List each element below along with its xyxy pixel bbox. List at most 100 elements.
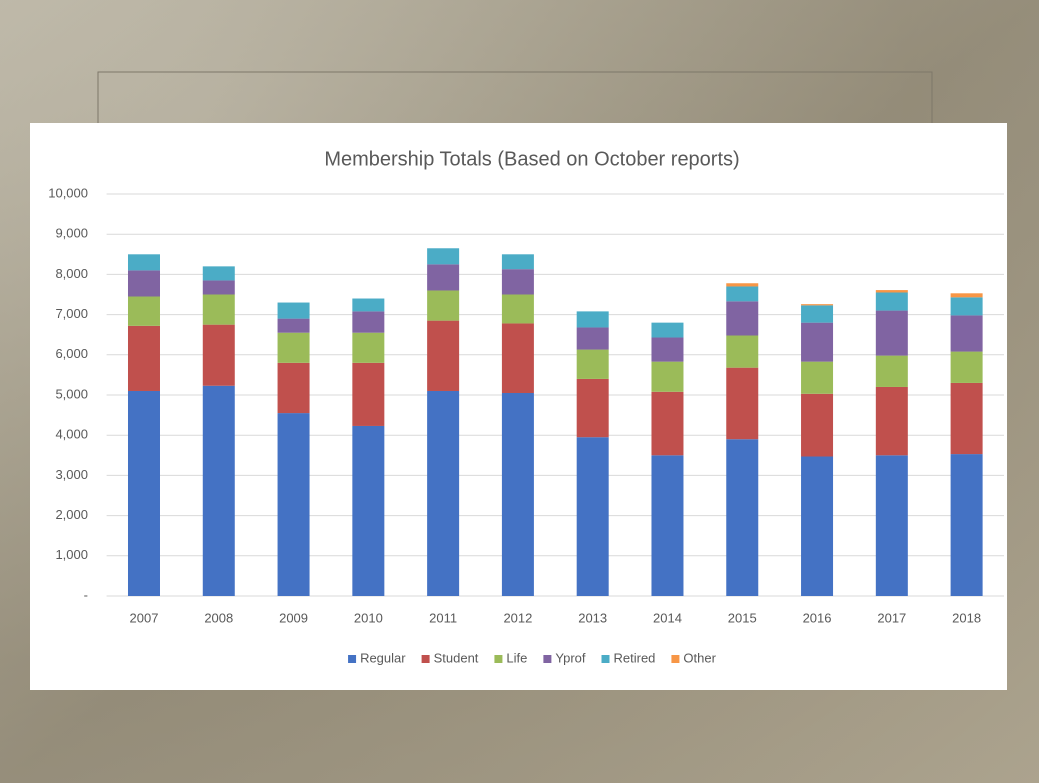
bar-segment: [801, 361, 834, 394]
bar-segment: [127, 270, 160, 297]
x-tick-label: 2007: [130, 610, 159, 625]
bar-segment: [576, 311, 609, 328]
legend-label: Yprof: [555, 650, 585, 665]
bar-segment: [875, 310, 908, 356]
bar-segment: [576, 378, 609, 438]
bar-segment: [950, 454, 983, 596]
bar-segment: [501, 269, 534, 295]
bar-segment: [501, 323, 534, 393]
bar-segment: [501, 294, 534, 324]
x-tick-label: 2011: [429, 610, 457, 625]
bar-segment: [127, 296, 160, 326]
bar-segment: [427, 320, 460, 391]
legend-swatch: [494, 655, 503, 663]
bar-segment: [801, 456, 834, 596]
bar-segment: [950, 382, 983, 455]
bar-segment: [352, 298, 385, 312]
y-tick-label: -: [84, 587, 88, 602]
legend-label: Regular: [360, 650, 406, 665]
x-tick-label: 2009: [279, 610, 308, 625]
bar-segment: [726, 301, 759, 336]
bar-segment: [875, 290, 908, 293]
bar-segment: [875, 355, 908, 387]
bar-segment: [726, 367, 759, 440]
bar-segment: [277, 318, 310, 333]
x-tick-label: 2010: [354, 610, 383, 625]
x-tick-label: 2013: [578, 610, 607, 625]
x-tick-label: 2018: [952, 610, 981, 625]
bar-segment: [801, 304, 834, 306]
bar-segment: [950, 315, 983, 352]
bar-segment: [651, 361, 684, 392]
x-tick-label: 2015: [728, 610, 757, 625]
bar-segment: [352, 362, 385, 426]
bar-segment: [427, 390, 460, 596]
y-tick-label: 7,000: [55, 306, 88, 321]
bar-segment: [875, 292, 908, 311]
bar-segment: [501, 392, 534, 596]
x-tick-label: 2014: [653, 610, 682, 625]
bar-segment: [651, 322, 684, 338]
bar-segment: [651, 455, 684, 596]
bar-segment: [726, 335, 759, 368]
bar-segment: [277, 362, 310, 414]
y-tick-label: 8,000: [55, 266, 88, 281]
bar-segment: [950, 293, 983, 298]
legend-label: Other: [683, 650, 716, 665]
bar-segment: [427, 248, 460, 265]
legend-swatch: [348, 655, 357, 663]
bar-segment: [202, 280, 235, 295]
bar-segment: [277, 302, 310, 319]
bar-segment: [352, 332, 385, 363]
y-tick-label: 3,000: [55, 467, 88, 482]
bar-segment: [726, 286, 759, 302]
legend-label: Life: [506, 650, 527, 665]
bar-segment: [352, 311, 385, 333]
x-tick-label: 2017: [877, 610, 906, 625]
bar-segment: [576, 437, 609, 596]
bar-segment: [576, 327, 609, 350]
x-tick-label: 2016: [803, 610, 832, 625]
bar-segment: [202, 324, 235, 386]
bar-segment: [651, 337, 684, 362]
bar-segment: [950, 351, 983, 383]
bar-segment: [501, 254, 534, 270]
bar-segment: [427, 290, 460, 321]
bar-segment: [202, 385, 235, 596]
bar-segment: [202, 294, 235, 325]
y-tick-label: 6,000: [55, 346, 88, 361]
y-tick-label: 10,000: [48, 185, 88, 200]
bar-segment: [875, 386, 908, 456]
legend-swatch: [671, 655, 680, 663]
x-tick-label: 2012: [503, 610, 532, 625]
bar-segment: [801, 322, 834, 362]
y-tick-label: 1,000: [55, 547, 88, 562]
bar-segment: [651, 391, 684, 456]
bar-segment: [950, 297, 983, 316]
legend-swatch: [421, 655, 430, 663]
chart-title: Membership Totals (Based on October repo…: [324, 148, 739, 170]
legend-swatch: [601, 655, 610, 663]
bar-segment: [277, 413, 310, 596]
bar-segment: [277, 332, 310, 363]
y-tick-label: 9,000: [55, 226, 88, 241]
bar-segment: [726, 439, 759, 596]
bar-segment: [127, 325, 160, 391]
y-tick-label: 5,000: [55, 386, 88, 401]
bar-segment: [801, 305, 834, 323]
bar-segment: [127, 254, 160, 271]
bar-segment: [726, 283, 759, 287]
legend-label: Student: [434, 650, 479, 665]
bar-segment: [801, 393, 834, 457]
bar-segment: [127, 390, 160, 596]
y-tick-label: 4,000: [55, 427, 88, 442]
bar-segment: [427, 264, 460, 291]
bar-segment: [576, 349, 609, 379]
bar-segment: [202, 266, 235, 281]
bar-segment: [352, 425, 385, 596]
legend-swatch: [543, 655, 552, 663]
x-tick-label: 2008: [204, 610, 233, 625]
bar-segment: [875, 455, 908, 596]
y-tick-label: 2,000: [55, 507, 88, 522]
